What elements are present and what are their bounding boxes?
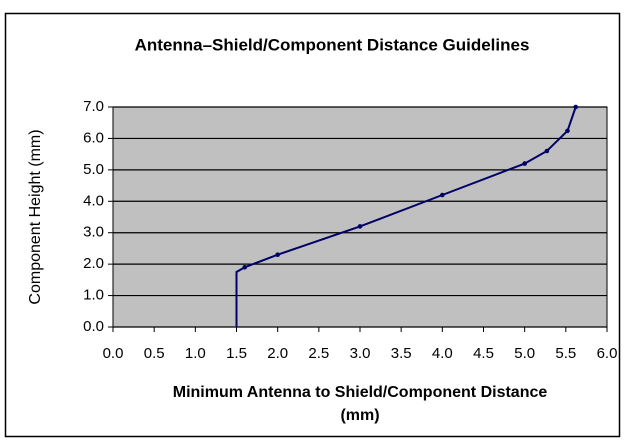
x-tick-label: 3.5 (391, 345, 412, 362)
x-tick-label: 4.0 (432, 345, 453, 362)
y-tick-label: 4.0 (83, 192, 104, 209)
x-axis-title: (mm) (340, 407, 379, 424)
data-point (565, 128, 570, 134)
y-tick-label: 6.0 (83, 129, 104, 146)
plot-area (113, 107, 607, 327)
y-tick-label: 5.0 (83, 161, 104, 178)
y-tick-label: 1.0 (83, 287, 104, 304)
x-tick-label: 3.0 (350, 345, 371, 362)
data-point (544, 148, 550, 154)
x-tick-label: 6.0 (597, 345, 618, 362)
x-tick-label: 1.0 (185, 345, 206, 362)
data-point (522, 161, 527, 166)
x-tick-label: 5.0 (514, 345, 535, 362)
data-point (242, 264, 248, 270)
data-point (440, 192, 445, 198)
x-tick-label: 2.0 (267, 345, 288, 362)
data-point (357, 224, 363, 229)
data-point (573, 104, 579, 110)
y-tick-label: 7.0 (83, 98, 104, 115)
y-tick-label: 0.0 (83, 318, 104, 335)
data-point (275, 252, 280, 258)
y-tick-label: 3.0 (83, 224, 104, 241)
x-tick-label: 0.0 (103, 345, 124, 362)
x-tick-label: 0.5 (144, 345, 165, 362)
x-tick-label: 1.5 (226, 345, 247, 362)
y-axis-title: Component Height (mm) (27, 129, 44, 304)
y-tick-label: 2.0 (83, 255, 104, 272)
x-axis-title: Minimum Antenna to Shield/Component Dist… (173, 384, 548, 401)
x-tick-label: 2.5 (308, 345, 329, 362)
x-tick-label: 4.5 (473, 345, 494, 362)
x-tick-label: 5.5 (555, 345, 576, 362)
plot-border (112, 106, 608, 328)
chart-title: Antenna–Shield/Component Distance Guidel… (135, 35, 530, 54)
data-line (235, 106, 577, 327)
